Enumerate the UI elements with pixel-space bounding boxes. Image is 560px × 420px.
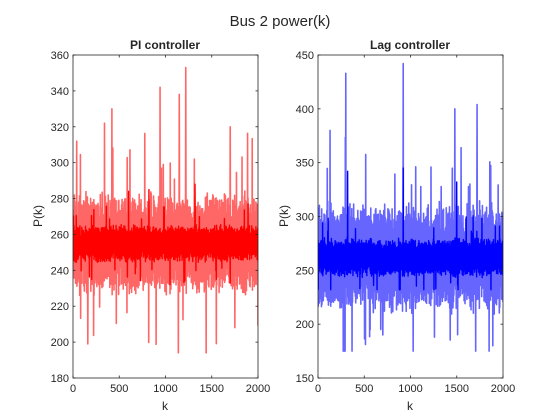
x-tick-label: 500 <box>110 383 128 395</box>
series-line-1-0 <box>318 62 503 352</box>
plot-pi-series-group <box>73 66 258 354</box>
plot-pi-ticks: 0 500 1000 1500 2000 180 200 220 240 260 280 300 320… <box>51 50 271 395</box>
y-tick-label: 400 <box>296 104 314 116</box>
x-tick-label: 0 <box>315 383 321 395</box>
plot-pi-title: PI controller <box>130 38 200 52</box>
figure-title: Bus 2 power(k) <box>230 13 331 30</box>
plot-lag-xlabel: k <box>407 399 414 413</box>
y-tick-label: 220 <box>51 301 69 313</box>
y-tick-label: 320 <box>51 122 69 134</box>
x-tick-label: 1500 <box>200 383 224 395</box>
series-line-0-0 <box>73 66 258 354</box>
y-tick-label: 300 <box>51 158 69 170</box>
x-tick-label: 500 <box>355 383 373 395</box>
series-line-0-1 <box>73 183 258 286</box>
series-line-1-1 <box>318 167 503 291</box>
plot-lag-series-group <box>318 62 503 352</box>
y-tick-label: 300 <box>296 212 314 224</box>
plot-lag: Lag controller 0 500 1000 1500 2000 150 200 250… <box>277 38 515 413</box>
x-tick-label: 2000 <box>246 383 270 395</box>
plot-lag-ylabel: P(k) <box>277 205 291 227</box>
x-tick-label: 2000 <box>491 383 515 395</box>
y-tick-label: 200 <box>296 319 314 331</box>
y-tick-label: 280 <box>51 194 69 206</box>
plot-pi-xlabel: k <box>162 399 169 413</box>
plot-pi-ylabel: P(k) <box>31 205 45 227</box>
y-tick-label: 250 <box>296 265 314 277</box>
y-tick-label: 360 <box>51 50 69 62</box>
plot-pi: PI controller 0 500 1000 1500 2000 180 200 220 2… <box>31 38 270 413</box>
y-tick-label: 200 <box>51 337 69 349</box>
y-tick-label: 150 <box>296 373 314 385</box>
x-tick-label: 1500 <box>445 383 469 395</box>
y-tick-label: 340 <box>51 86 69 98</box>
y-tick-label: 350 <box>296 158 314 170</box>
x-tick-label: 1000 <box>398 383 422 395</box>
y-tick-label: 260 <box>51 229 69 241</box>
y-tick-label: 240 <box>51 265 69 277</box>
plot-lag-title: Lag controller <box>370 38 450 52</box>
x-tick-label: 1000 <box>153 383 177 395</box>
x-tick-label: 0 <box>70 383 76 395</box>
y-tick-label: 180 <box>51 373 69 385</box>
y-tick-label: 450 <box>296 50 314 62</box>
plot-lag-ticks: 0 500 1000 1500 2000 150 200 250 300 350 400 450 <box>296 50 516 395</box>
